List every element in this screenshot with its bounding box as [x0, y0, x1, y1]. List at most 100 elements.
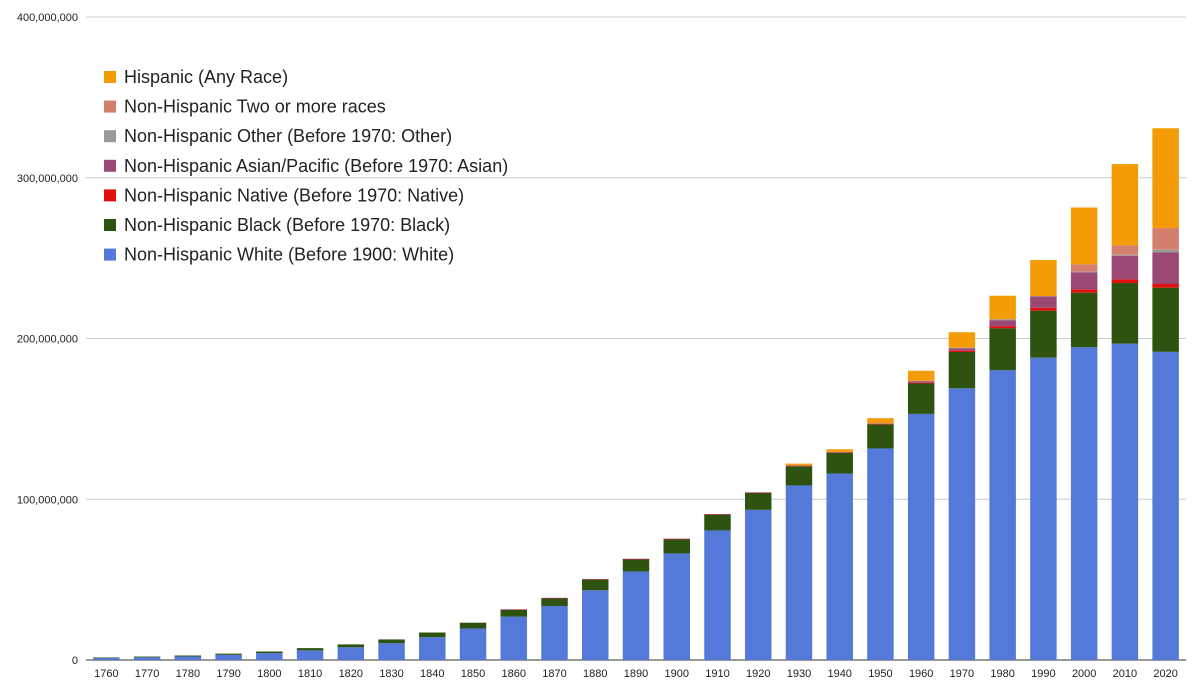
bar-segment: [704, 514, 731, 531]
bar-segment: [989, 370, 1016, 660]
legend-label: Non-Hispanic Two or more races: [124, 97, 386, 117]
bar-segment: [622, 559, 650, 572]
bar-segment: [1030, 310, 1057, 358]
bar-segment: [500, 616, 528, 660]
bar-segment: [663, 553, 690, 660]
bar-segment: [867, 448, 894, 660]
bar-segment: [907, 381, 935, 383]
bar-segment: [989, 326, 1016, 329]
bar-segment: [948, 347, 976, 349]
bars: [93, 128, 1179, 660]
x-tick-label: 1980: [990, 668, 1014, 680]
bar-segment: [622, 558, 650, 560]
x-tick-label: 1960: [909, 668, 933, 680]
bar-segment: [1111, 255, 1139, 280]
bar-segment: [867, 423, 894, 424]
bar-segment: [256, 653, 283, 660]
x-tick-label: 1780: [176, 668, 200, 680]
legend-swatch: [104, 71, 116, 83]
x-tick-label: 1830: [379, 668, 403, 680]
bar-segment: [256, 651, 283, 654]
bar-segment: [989, 319, 1016, 321]
legend-item: Non-Hispanic Native (Before 1970: Native…: [104, 185, 464, 205]
bar-segment: [1152, 252, 1179, 285]
bar-segment: [459, 622, 487, 629]
bar-segment: [622, 571, 650, 660]
bar-segment: [989, 320, 1016, 327]
bar-segment: [215, 654, 242, 660]
legend-label: Non-Hispanic Native (Before 1970: Native…: [124, 185, 464, 205]
bar-segment: [1152, 228, 1179, 250]
bar-segment: [133, 656, 161, 658]
bar-segment: [1030, 296, 1057, 297]
bar-segment: [1030, 357, 1057, 660]
y-tick-label: 400,000,000: [17, 12, 78, 24]
bar-segment: [215, 653, 242, 655]
bar-segment: [378, 643, 405, 660]
legend-item: Non-Hispanic White (Before 1900: White): [104, 245, 454, 265]
legend: Hispanic (Any Race) Non-Hispanic Two or m…: [104, 67, 508, 265]
bar-segment: [93, 657, 120, 660]
bar-segment: [867, 424, 894, 449]
legend-label: Non-Hispanic Other (Before 1970: Other): [124, 126, 452, 146]
bar-segment: [1030, 296, 1057, 308]
x-tick-label: 1860: [502, 668, 526, 680]
bar-segment: [133, 657, 161, 660]
bar-segment: [785, 465, 813, 467]
bar-segment: [1070, 272, 1098, 290]
x-tick-label: 2000: [1072, 668, 1096, 680]
legend-item: Hispanic (Any Race): [104, 67, 288, 87]
bar-segment: [948, 348, 976, 351]
bar-segment: [1030, 307, 1057, 311]
bar-segment: [704, 513, 731, 515]
bar-segment: [744, 492, 772, 493]
x-tick-label: 1840: [420, 668, 444, 680]
bar-segment: [907, 382, 935, 384]
bar-segment: [582, 579, 609, 591]
y-tick-label: 100,000,000: [17, 494, 78, 506]
bar-segment: [459, 628, 487, 660]
legend-label: Non-Hispanic White (Before 1900: White): [124, 245, 454, 265]
y-tick-label: 0: [72, 655, 78, 667]
x-tick-label: 1870: [542, 668, 566, 680]
x-tick-label: 1930: [787, 668, 811, 680]
bar-segment: [1111, 245, 1139, 255]
legend-swatch: [104, 248, 116, 261]
bar-segment: [867, 418, 894, 424]
legend-swatch: [104, 159, 116, 172]
bar-segment: [1152, 287, 1179, 352]
legend-label: Non-Hispanic Asian/Pacific (Before 1970:…: [124, 156, 508, 176]
legend-item: Non-Hispanic Black (Before 1970: Black): [104, 215, 450, 235]
bar-segment: [704, 514, 731, 515]
legend-swatch: [104, 100, 116, 113]
y-axis-tick-labels: 0 100,000,000 200,000,000 300,000,000 400,00…: [17, 12, 78, 667]
x-tick-label: 1900: [664, 668, 688, 680]
x-tick-label: 1970: [950, 668, 974, 680]
bar-segment: [174, 656, 202, 660]
x-tick-label: 1880: [583, 668, 607, 680]
x-tick-label: 1810: [298, 668, 322, 680]
bar-segment: [1152, 351, 1179, 660]
legend-swatch: [104, 130, 116, 143]
bar-segment: [337, 647, 365, 660]
bar-segment: [785, 463, 813, 466]
bar-segment: [1070, 271, 1098, 273]
x-tick-label: 1910: [705, 668, 729, 680]
bar-segment: [948, 332, 976, 348]
bar-segment: [663, 539, 690, 554]
bar-segment: [1111, 279, 1139, 284]
bar-segment: [826, 452, 853, 453]
bar-segment: [907, 380, 935, 382]
bar-segment: [419, 637, 446, 660]
legend-label: Hispanic (Any Race): [124, 67, 288, 87]
bar-segment: [174, 655, 202, 657]
bar-segment: [785, 485, 813, 660]
x-tick-label: 1950: [868, 668, 892, 680]
x-tick-label: 2020: [1153, 668, 1177, 680]
legend-item: Non-Hispanic Two or more races: [104, 97, 386, 117]
x-tick-label: 2010: [1113, 668, 1137, 680]
bar-segment: [1152, 128, 1179, 229]
x-tick-label: 1760: [94, 668, 118, 680]
bar-segment: [1070, 347, 1098, 660]
bar-segment: [826, 473, 853, 660]
